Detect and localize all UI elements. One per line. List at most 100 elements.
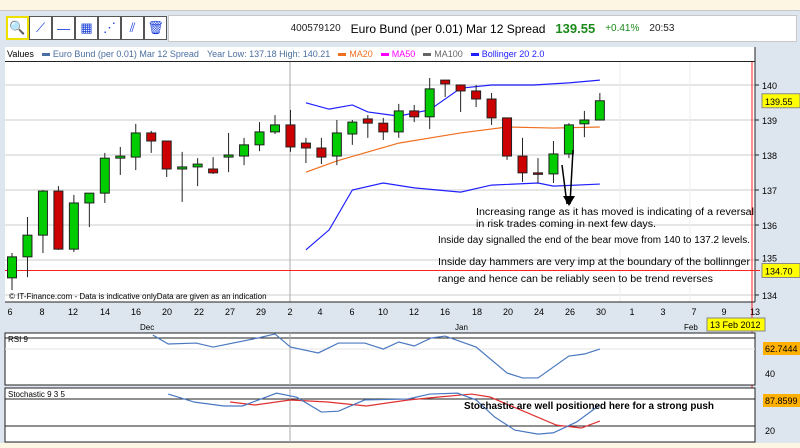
date-tick-label: 16: [440, 307, 450, 317]
candle-body-down: [285, 124, 296, 148]
annotation-arrow: [561, 149, 575, 206]
candle-body-up: [177, 166, 188, 170]
chart-indicator-icon: ▦: [80, 20, 93, 35]
stochastic-k-line: [168, 392, 601, 435]
date-tick-label: 30: [596, 307, 606, 317]
price-change: +0.41%: [605, 23, 640, 34]
candle: [563, 123, 574, 159]
quote-time: 20:53: [649, 23, 675, 34]
candle-body-up: [192, 163, 203, 168]
date-tick-label: 24: [534, 307, 544, 317]
channel-button[interactable]: ⋰: [98, 16, 121, 40]
legend-series[interactable]: Euro Bund (per 0.01) Mar 12 Spread: [41, 49, 199, 59]
date-tick-label: 9: [721, 307, 726, 317]
candle: [532, 158, 543, 183]
cursor-date-label: 13 Feb 2012: [710, 320, 761, 330]
rsi-panel: [4, 332, 756, 386]
bottom-strip: [0, 443, 800, 448]
candle-body-down: [532, 172, 543, 175]
date-tick-label: 20: [162, 307, 172, 317]
candle: [409, 104, 420, 123]
date-tick-label: 1: [629, 307, 634, 317]
annotation-3: Inside day signalled the end of the bear…: [438, 235, 750, 246]
legend-bollinger-label: Bollinger 20 2.0: [481, 49, 545, 59]
candle: [130, 123, 141, 171]
candle-body-down: [161, 140, 172, 170]
legend-ma100[interactable]: MA100: [423, 49, 463, 59]
candle-body-down: [440, 79, 451, 85]
parallel-lines-button[interactable]: ⫽: [121, 16, 144, 40]
candle-body-up: [223, 154, 234, 158]
legend-bollinger[interactable]: Bollinger 20 2.0: [470, 49, 545, 59]
stoch-value-label: 87.8599: [765, 396, 798, 406]
channel-icon: ⋰: [103, 20, 116, 35]
date-tick-label: 4: [317, 307, 322, 317]
candle-body-up: [84, 192, 95, 204]
candle-body-down: [517, 155, 528, 174]
rsi-value-label: 62.7444: [765, 344, 798, 354]
support-line-badge: [761, 263, 800, 278]
candle: [223, 132, 234, 173]
indicator-button[interactable]: ▦: [75, 16, 98, 40]
legend-ma20[interactable]: MA20: [338, 49, 373, 59]
candle-body-up: [594, 100, 605, 121]
date-tick-label: 13: [750, 307, 760, 317]
candle: [84, 192, 95, 228]
candle-body-down: [316, 147, 327, 158]
month-label-jan: Jan: [455, 323, 468, 332]
date-tick-label: 3: [660, 307, 665, 317]
candle: [53, 186, 64, 250]
legend-series-label: Euro Bund (per 0.01) Mar 12 Spread: [52, 49, 199, 59]
date-tick-label: 26: [565, 307, 575, 317]
last-price-label: 139.55: [765, 97, 793, 107]
date-tick-label: 6: [349, 307, 354, 317]
data-disclaimer: © IT-Finance.com - Data is indicative on…: [9, 292, 267, 301]
candle-body-down: [208, 168, 219, 174]
delete-button[interactable]: 🗑: [144, 16, 167, 40]
month-label-feb: Feb: [684, 323, 698, 332]
stochastic-panel: [4, 387, 756, 443]
candle: [99, 152, 110, 203]
chart-legend: Values Euro Bund (per 0.01) Mar 12 Sprea…: [5, 47, 755, 62]
candle: [378, 117, 389, 140]
candle: [471, 85, 482, 108]
stoch-value-badge: [763, 394, 800, 407]
date-tick-label: 20: [503, 307, 513, 317]
price-tick-label: 135: [762, 254, 777, 264]
date-tick-label: 10: [378, 307, 388, 317]
rsi-value-badge: [763, 342, 800, 355]
candle: [331, 120, 342, 166]
legend-ma50[interactable]: MA50: [380, 49, 415, 59]
candle-body-down: [486, 98, 497, 119]
trend-line-button[interactable]: ⟋: [29, 16, 52, 40]
candle: [68, 194, 79, 252]
candle-body-up: [331, 132, 342, 157]
annotation-5: range and hence can be reliably seen to …: [438, 274, 713, 285]
date-tick-label: 2: [287, 307, 292, 317]
candle: [208, 157, 219, 174]
instrument-name: Euro Bund (per 0.01) Mar 12 Spread: [350, 21, 546, 36]
legend-year-range: Year Low: 137.18 High: 140.21: [206, 49, 331, 59]
parallel-lines-icon: ⫽: [129, 20, 136, 35]
horizontal-line-button[interactable]: —: [52, 16, 75, 40]
candle-body-up: [424, 88, 435, 118]
trend-line-icon: ⟋: [35, 20, 46, 35]
rsi-tick-40: 40: [765, 369, 775, 379]
candle-body-up: [22, 234, 33, 258]
cursor-date-badge: [706, 317, 766, 332]
last-price: 139.55: [555, 21, 596, 36]
price-tick-label: 140: [762, 81, 777, 91]
candle-body-down: [378, 122, 389, 133]
annotation-6: Stochastic are well positioned here for …: [464, 401, 714, 412]
date-tick-label: 6: [7, 307, 12, 317]
candle-body-up: [115, 155, 126, 159]
candle: [440, 79, 451, 97]
rsi-line: [152, 333, 601, 379]
candle-body-up: [393, 110, 404, 133]
candle: [347, 120, 358, 145]
candle: [316, 137, 327, 165]
zoom-tool-button[interactable]: 🔍: [6, 16, 29, 40]
candle: [300, 137, 311, 164]
candle: [161, 140, 172, 178]
